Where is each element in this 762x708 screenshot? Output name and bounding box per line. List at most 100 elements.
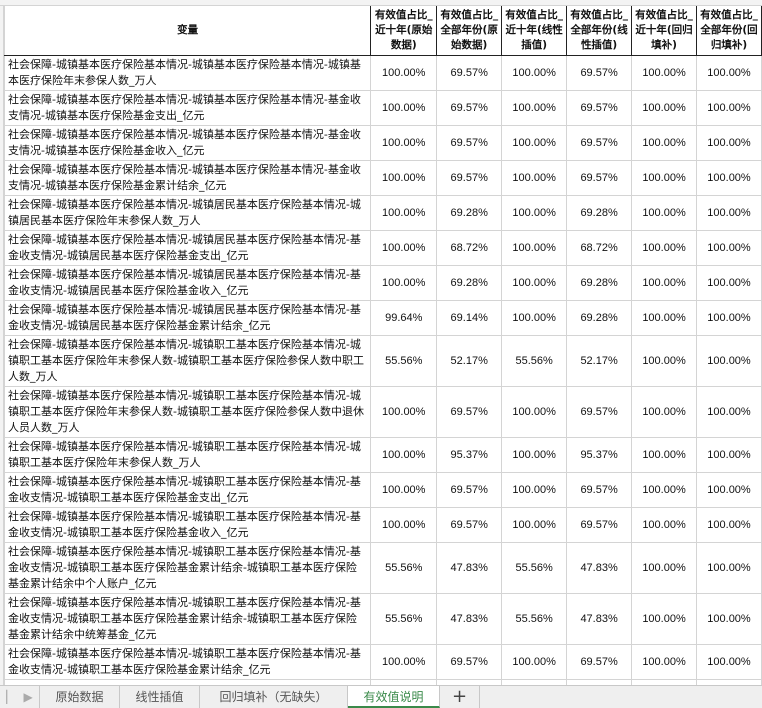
variable-cell[interactable]: 社会保障-城镇基本医疗保险基本情况-城镇职工基本医疗保险基本情况-城镇职工基本医… [3, 334, 372, 387]
header-col[interactable]: 有效值占比_近十年(回归填补) [631, 6, 698, 56]
value-cell[interactable]: 69.57% [566, 643, 633, 680]
variable-cell[interactable]: 社会保障-城镇基本医疗保险基本情况-城镇职工基本医疗保险基本情况-基金收支情况-… [3, 541, 372, 594]
value-cell[interactable]: 100.00% [696, 385, 762, 438]
value-cell[interactable]: 99.64% [370, 299, 438, 336]
value-cell[interactable]: 55.56% [501, 592, 568, 645]
sheet-tab-regression[interactable]: 回归填补（无缺失） [200, 686, 348, 708]
value-cell[interactable]: 100.00% [696, 124, 762, 161]
value-cell[interactable]: 100.00% [696, 506, 762, 543]
value-cell[interactable]: 100.00% [696, 54, 762, 91]
value-cell[interactable]: 100.00% [631, 54, 698, 91]
value-cell[interactable]: 100.00% [631, 299, 698, 336]
variable-cell[interactable]: 社会保障-城镇基本医疗保险基本情况-城镇职工基本医疗保险基本情况-城镇职工基本医… [3, 385, 372, 438]
value-cell[interactable]: 69.57% [436, 54, 503, 91]
value-cell[interactable]: 100.00% [501, 299, 568, 336]
prev-sheet-icon[interactable]: ▏ [6, 690, 16, 704]
value-cell[interactable]: 69.57% [436, 471, 503, 508]
value-cell[interactable]: 55.56% [370, 334, 438, 387]
value-cell[interactable]: 69.28% [566, 264, 633, 301]
value-cell[interactable]: 100.00% [631, 194, 698, 231]
value-cell[interactable]: 100.00% [370, 229, 438, 266]
value-cell[interactable]: 69.28% [566, 194, 633, 231]
value-cell[interactable]: 100.00% [696, 643, 762, 680]
variable-cell[interactable]: 社会保障-城镇基本医疗保险基本情况-城镇居民基本医疗保险基本情况-基金收支情况-… [3, 229, 372, 266]
header-col[interactable]: 有效值占比_全部年份(原始数据) [436, 6, 503, 56]
value-cell[interactable]: 69.28% [566, 299, 633, 336]
value-cell[interactable]: 100.00% [501, 385, 568, 438]
variable-cell[interactable]: 社会保障-城镇基本医疗保险基本情况-城镇职工基本医疗保险基本情况-基金收支情况-… [3, 506, 372, 543]
value-cell[interactable]: 100.00% [696, 436, 762, 473]
value-cell[interactable]: 100.00% [370, 385, 438, 438]
value-cell[interactable]: 100.00% [631, 541, 698, 594]
value-cell[interactable]: 100.00% [501, 643, 568, 680]
value-cell[interactable]: 100.00% [370, 506, 438, 543]
value-cell[interactable]: 69.57% [436, 643, 503, 680]
value-cell[interactable]: 52.17% [436, 334, 503, 387]
value-cell[interactable]: 69.57% [566, 385, 633, 438]
variable-cell[interactable]: 社会保障-城镇基本医疗保险基本情况-城镇居民基本医疗保险基本情况-基金收支情况-… [3, 264, 372, 301]
value-cell[interactable]: 100.00% [631, 385, 698, 438]
value-cell[interactable]: 100.00% [370, 264, 438, 301]
value-cell[interactable]: 100.00% [631, 471, 698, 508]
value-cell[interactable]: 69.57% [566, 471, 633, 508]
value-cell[interactable]: 100.00% [696, 541, 762, 594]
variable-cell[interactable]: 社会保障-城镇基本医疗保险基本情况-城镇居民基本医疗保险基本情况-城镇居民基本医… [3, 194, 372, 231]
value-cell[interactable]: 47.83% [436, 541, 503, 594]
value-cell[interactable]: 100.00% [696, 334, 762, 387]
variable-cell[interactable]: 社会保障-城镇基本医疗保险基本情况-城镇基本医疗保险基本情况-城镇基本医疗保险年… [3, 54, 372, 91]
variable-cell[interactable]: 社会保障-城镇基本医疗保险基本情况-城镇职工基本医疗保险基本情况-城镇职工基本医… [3, 436, 372, 473]
value-cell[interactable]: 47.83% [436, 592, 503, 645]
value-cell[interactable]: 55.56% [501, 334, 568, 387]
variable-cell[interactable]: 社会保障-城镇基本医疗保险基本情况-城镇基本医疗保险基本情况-基金收支情况-城镇… [3, 89, 372, 126]
value-cell[interactable]: 100.00% [631, 436, 698, 473]
value-cell[interactable]: 69.14% [436, 299, 503, 336]
value-cell[interactable]: 100.00% [501, 54, 568, 91]
value-cell[interactable]: 100.00% [631, 264, 698, 301]
value-cell[interactable]: 55.56% [501, 541, 568, 594]
value-cell[interactable]: 100.00% [501, 471, 568, 508]
header-col[interactable]: 有效值占比_近十年(原始数据) [370, 6, 438, 56]
value-cell[interactable]: 100.00% [631, 643, 698, 680]
value-cell[interactable]: 100.00% [696, 592, 762, 645]
value-cell[interactable]: 100.00% [370, 643, 438, 680]
sheet-nav[interactable]: ▏ ▶ [0, 686, 40, 708]
value-cell[interactable]: 100.00% [631, 506, 698, 543]
value-cell[interactable]: 69.57% [436, 124, 503, 161]
value-cell[interactable]: 69.57% [436, 89, 503, 126]
value-cell[interactable]: 100.00% [696, 299, 762, 336]
value-cell[interactable]: 100.00% [501, 506, 568, 543]
sheet-tab-linear[interactable]: 线性插值 [120, 686, 200, 708]
value-cell[interactable]: 69.57% [566, 54, 633, 91]
value-cell[interactable]: 55.56% [370, 541, 438, 594]
value-cell[interactable]: 69.57% [566, 159, 633, 196]
value-cell[interactable]: 100.00% [370, 471, 438, 508]
variable-cell[interactable]: 社会保障-城镇基本医疗保险基本情况-城镇职工基本医疗保险基本情况-基金收支情况-… [3, 471, 372, 508]
value-cell[interactable]: 68.72% [436, 229, 503, 266]
value-cell[interactable]: 47.83% [566, 592, 633, 645]
value-cell[interactable]: 69.28% [436, 264, 503, 301]
variable-cell[interactable]: 社会保障-城镇基本医疗保险基本情况-城镇基本医疗保险基本情况-基金收支情况-城镇… [3, 159, 372, 196]
value-cell[interactable]: 100.00% [696, 264, 762, 301]
next-sheet-icon[interactable]: ▶ [23, 690, 33, 704]
value-cell[interactable]: 55.56% [370, 592, 438, 645]
value-cell[interactable]: 100.00% [696, 471, 762, 508]
value-cell[interactable]: 52.17% [566, 334, 633, 387]
value-cell[interactable]: 100.00% [631, 334, 698, 387]
value-cell[interactable]: 100.00% [370, 159, 438, 196]
value-cell[interactable]: 100.00% [631, 592, 698, 645]
sheet-tab-original[interactable]: 原始数据 [40, 686, 120, 708]
value-cell[interactable]: 95.37% [436, 436, 503, 473]
value-cell[interactable]: 100.00% [370, 89, 438, 126]
value-cell[interactable]: 100.00% [696, 89, 762, 126]
value-cell[interactable]: 69.57% [566, 124, 633, 161]
value-cell[interactable]: 68.72% [566, 229, 633, 266]
value-cell[interactable]: 69.57% [566, 506, 633, 543]
value-cell[interactable]: 69.57% [436, 506, 503, 543]
add-sheet-button[interactable]: + [440, 686, 480, 708]
value-cell[interactable]: 100.00% [696, 194, 762, 231]
header-col[interactable]: 有效值占比_全部年份(回归填补) [696, 6, 762, 56]
value-cell[interactable]: 47.83% [566, 541, 633, 594]
value-cell[interactable]: 100.00% [370, 54, 438, 91]
variable-cell[interactable]: 社会保障-城镇基本医疗保险基本情况-城镇居民基本医疗保险基本情况-基金收支情况-… [3, 299, 372, 336]
value-cell[interactable]: 100.00% [370, 194, 438, 231]
